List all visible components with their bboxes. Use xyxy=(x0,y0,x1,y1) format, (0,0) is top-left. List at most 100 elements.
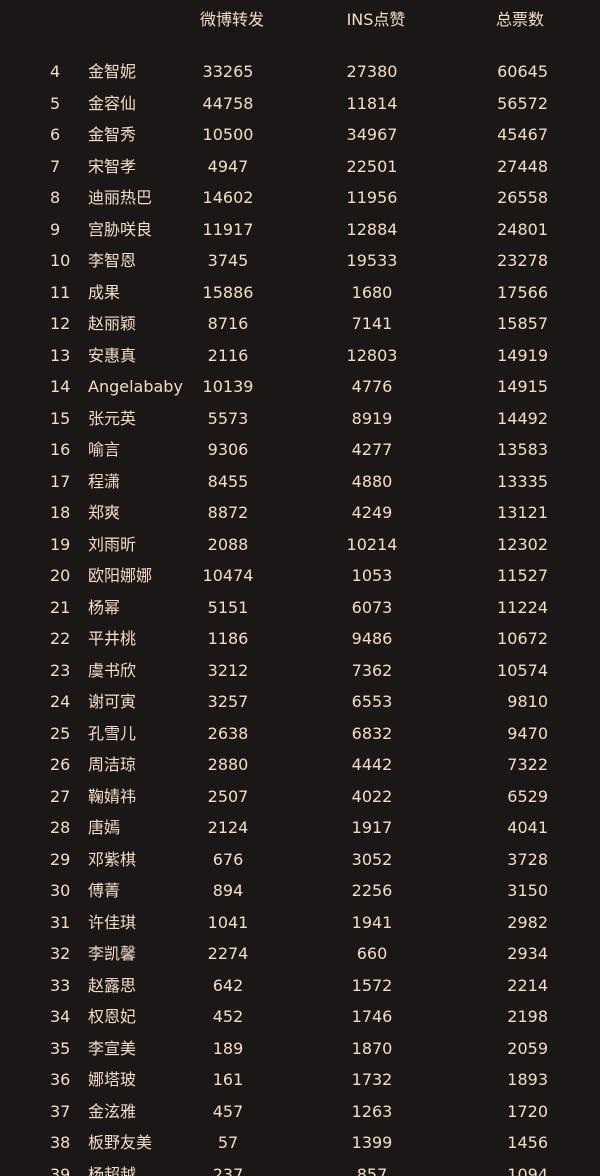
ins-likes: 1870 xyxy=(351,1038,393,1058)
rank: 16 xyxy=(50,440,71,459)
name: 鞠婧祎 xyxy=(88,786,137,806)
ins-likes: 4880 xyxy=(351,471,393,491)
name: 周洁琼 xyxy=(88,755,137,774)
ins-likes: 7362 xyxy=(351,660,393,680)
rank: 37 xyxy=(50,1101,71,1121)
weibo-reposts: 2274 xyxy=(207,944,249,963)
rank: 20 xyxy=(50,566,71,585)
name: 板野友美 xyxy=(88,1133,153,1152)
name: 金智妮 xyxy=(88,62,137,81)
ins-likes: 857 xyxy=(356,1164,388,1176)
ins-likes: 3052 xyxy=(351,849,393,869)
total-votes: 4041 xyxy=(507,818,548,837)
weibo-reposts: 3745 xyxy=(207,251,249,270)
total-votes: 26558 xyxy=(497,188,548,207)
weibo-reposts: 10474 xyxy=(202,566,254,585)
name: 赵露思 xyxy=(88,975,137,995)
ins-likes: 1680 xyxy=(351,282,393,302)
name: 谢可寅 xyxy=(88,692,137,711)
total-votes: 17566 xyxy=(497,282,548,302)
total-votes: 9810 xyxy=(507,692,548,711)
weibo-reposts: 9306 xyxy=(207,440,249,459)
total-votes: 13121 xyxy=(497,503,548,522)
rank: 24 xyxy=(50,692,71,711)
name: 张元英 xyxy=(88,408,137,428)
weibo-reposts: 2507 xyxy=(207,786,249,806)
rank: 30 xyxy=(50,881,71,900)
total-votes: 13583 xyxy=(497,440,548,459)
weibo-reposts: 3257 xyxy=(207,692,249,711)
total-votes: 3150 xyxy=(507,881,548,900)
weibo-reposts: 2638 xyxy=(207,723,249,743)
column-header: 微博转发 xyxy=(199,10,264,29)
ins-likes: 22501 xyxy=(346,156,398,176)
name: 金容仙 xyxy=(88,93,137,113)
rank: 18 xyxy=(50,503,71,522)
rank: 31 xyxy=(50,912,71,932)
name: 赵丽颖 xyxy=(88,314,137,333)
rank: 26 xyxy=(50,755,71,774)
ins-likes: 6073 xyxy=(351,597,393,617)
name: 李宣美 xyxy=(88,1038,137,1058)
name: 成果 xyxy=(88,282,121,302)
ins-likes: 660 xyxy=(356,944,388,963)
rank: 7 xyxy=(50,156,61,176)
total-votes: 7322 xyxy=(507,755,548,774)
name: 虞书欣 xyxy=(88,660,137,680)
total-votes: 12302 xyxy=(497,534,548,554)
weibo-reposts: 457 xyxy=(212,1101,244,1121)
name: 唐嫣 xyxy=(88,818,121,837)
weibo-reposts: 3212 xyxy=(207,660,249,680)
weibo-reposts: 57 xyxy=(217,1133,239,1152)
rank: 22 xyxy=(50,629,71,648)
total-votes: 11224 xyxy=(497,597,548,617)
ins-likes: 11956 xyxy=(346,188,398,207)
rank: 33 xyxy=(50,975,71,995)
rank: 35 xyxy=(50,1038,71,1058)
total-votes: 1456 xyxy=(507,1133,548,1152)
name: Angelababy xyxy=(88,377,183,396)
weibo-reposts: 676 xyxy=(212,849,244,869)
weibo-reposts: 5151 xyxy=(207,597,249,617)
weibo-reposts: 10500 xyxy=(202,125,254,144)
weibo-reposts: 2880 xyxy=(207,755,249,774)
ins-likes: 8919 xyxy=(351,408,393,428)
total-votes: 2214 xyxy=(507,975,548,995)
name: 权恩妃 xyxy=(88,1007,137,1026)
total-votes: 2198 xyxy=(507,1007,548,1026)
weibo-reposts: 11917 xyxy=(202,219,254,239)
rank: 17 xyxy=(50,471,71,491)
ins-likes: 1053 xyxy=(351,566,393,585)
total-votes: 14915 xyxy=(497,377,548,396)
rank: 19 xyxy=(50,534,71,554)
name: 杨幂 xyxy=(88,597,121,617)
name: 宋智孝 xyxy=(88,156,137,176)
name: 李凯馨 xyxy=(88,944,137,963)
weibo-reposts: 5573 xyxy=(207,408,249,428)
ins-likes: 19533 xyxy=(346,251,398,270)
rank: 29 xyxy=(50,849,71,869)
rank: 27 xyxy=(50,786,71,806)
name: 刘雨昕 xyxy=(88,534,137,554)
name: 金智秀 xyxy=(88,125,137,144)
weibo-reposts: 4947 xyxy=(207,156,249,176)
total-votes: 56572 xyxy=(497,93,548,113)
weibo-reposts: 8872 xyxy=(207,503,249,522)
rank: 38 xyxy=(50,1133,71,1152)
total-votes: 2934 xyxy=(507,944,548,963)
total-votes: 2982 xyxy=(507,912,548,932)
weibo-reposts: 237 xyxy=(212,1164,244,1176)
ins-likes: 1732 xyxy=(351,1070,393,1089)
weibo-reposts: 33265 xyxy=(202,62,254,81)
weibo-reposts: 1186 xyxy=(207,629,249,648)
name: 欧阳娜娜 xyxy=(88,566,153,585)
rank: 14 xyxy=(50,377,71,396)
weibo-reposts: 8716 xyxy=(207,314,249,333)
total-votes: 6529 xyxy=(507,786,548,806)
rank: 4 xyxy=(50,62,61,81)
total-votes: 23278 xyxy=(497,251,548,270)
rank: 6 xyxy=(50,125,61,144)
rank: 15 xyxy=(50,408,71,428)
column-header: INS点赞 xyxy=(346,10,406,29)
total-votes: 14492 xyxy=(497,408,548,428)
